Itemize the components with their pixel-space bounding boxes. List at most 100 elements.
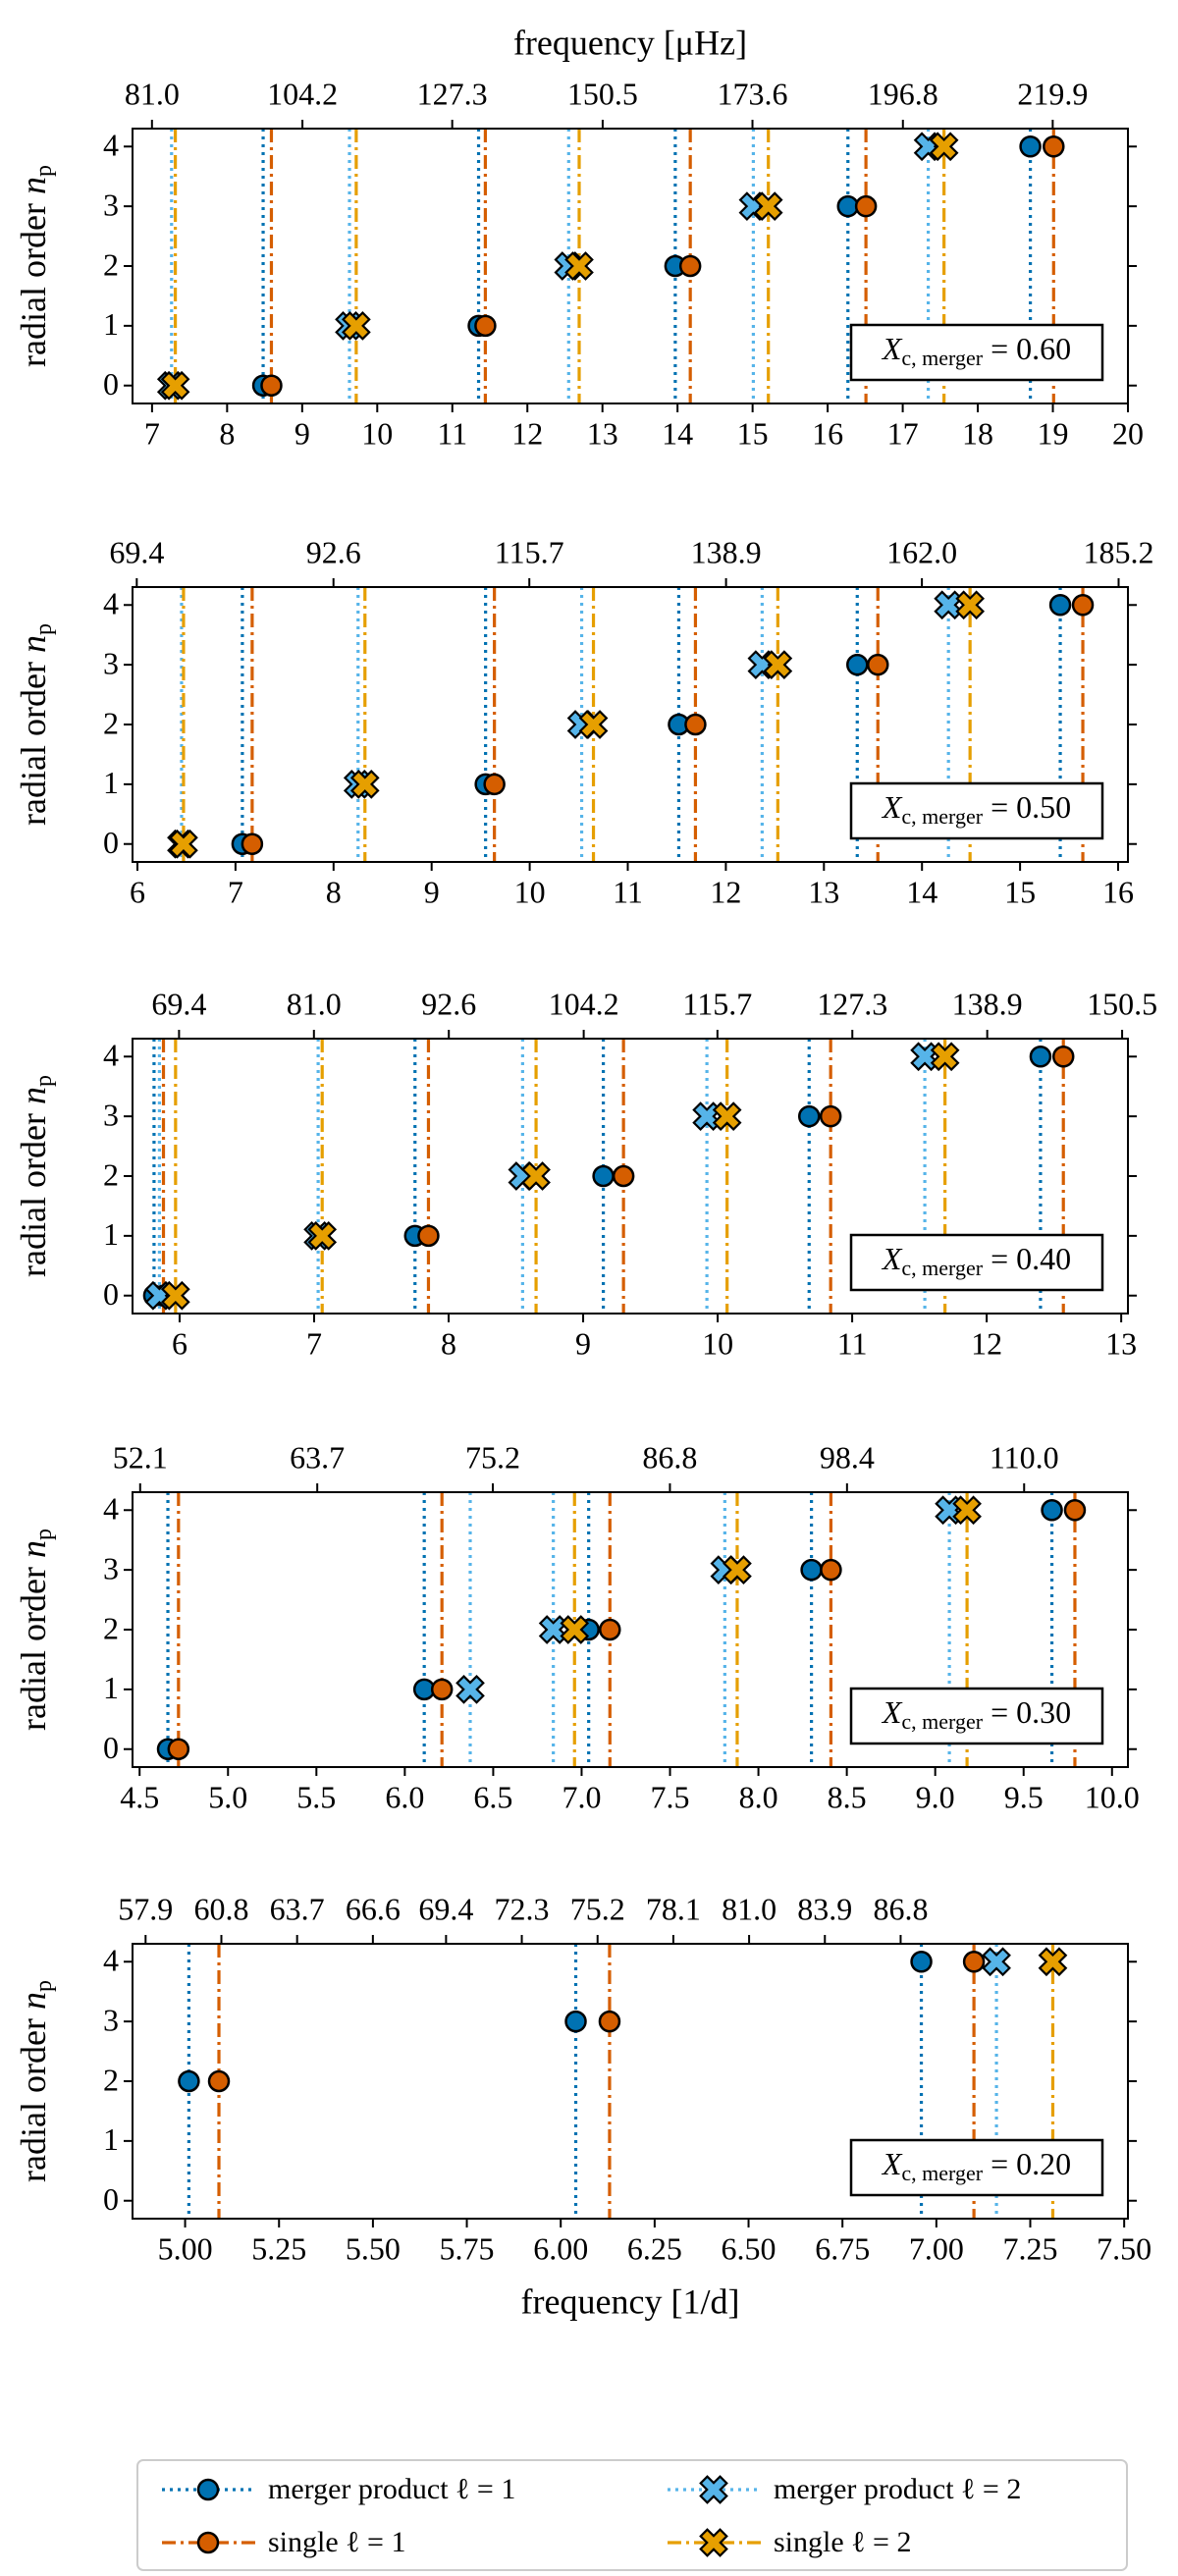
marker-circle	[167, 1738, 190, 1760]
y-axis-label: radial order np	[14, 1529, 56, 1731]
marker-circle	[196, 2531, 220, 2554]
x-tick-label: 7	[306, 1325, 322, 1361]
marker-circle	[196, 2478, 220, 2501]
y-tick-label: 4	[103, 1943, 119, 1978]
x2-tick-label: 78.1	[646, 1891, 701, 1926]
marker-circle	[678, 254, 702, 278]
marker-cross	[955, 590, 986, 620]
x2-tick-label: 86.8	[642, 1439, 697, 1475]
marker-circle	[207, 2069, 231, 2093]
x-tick-label: 17	[887, 415, 919, 451]
annotation-symbol: X	[881, 331, 903, 366]
y-tick-label: 2	[103, 246, 119, 282]
annotation-box	[849, 1687, 1104, 1745]
x-tick-label: 5.0	[208, 1779, 247, 1814]
marker-cross	[560, 1615, 590, 1644]
x2-tick-label: 57.9	[118, 1891, 173, 1926]
x-tick-label: 8	[326, 874, 342, 909]
x2-tick-label: 92.6	[421, 986, 476, 1021]
x2-tick-label: 66.6	[346, 1891, 401, 1926]
marker-cross	[1038, 1947, 1068, 1977]
marker-cross	[160, 1280, 190, 1311]
annotation-subscript: c, merger	[901, 1256, 983, 1280]
x-tick-label: 9.5	[1004, 1779, 1044, 1814]
marker-circle	[564, 2010, 587, 2033]
x-tick-label: 18	[962, 415, 993, 451]
y-tick-label: 3	[103, 645, 119, 680]
x2-tick-label: 52.1	[113, 1439, 168, 1475]
x-tick-label: 5.75	[440, 2230, 495, 2266]
x2-tick-label: 75.2	[570, 1891, 625, 1926]
panel: 0 1 2 3 4 5.00 5.25 5.50 5.75 6.00 6.25 6.50 6.75 7.0…	[14, 1891, 1151, 2321]
annotation-text: = 0.20	[991, 2146, 1071, 2181]
y-label-text: radial order	[14, 662, 53, 826]
marker-cross	[712, 1101, 742, 1131]
marker-cross	[723, 1555, 752, 1584]
x2-tick-label: 63.7	[290, 1439, 345, 1475]
x-tick-label: 9	[294, 415, 310, 451]
x-tick-label: 11	[437, 415, 467, 451]
x2-tick-label: 115.7	[495, 534, 564, 569]
marker-circle	[820, 1558, 842, 1582]
marker-cross	[699, 2475, 728, 2504]
y-axis-label: radial order np	[14, 623, 56, 826]
marker-circle	[1043, 135, 1065, 158]
legend: merger product ℓ = 1 single ℓ = 1 merger p…	[136, 2459, 1128, 2571]
x2-tick-label: 127.3	[817, 986, 887, 1021]
x-tick-label: 7.50	[1097, 2230, 1151, 2266]
y-label-symbol: n	[14, 1992, 53, 2010]
x-tick-label: 10	[514, 874, 546, 909]
x-axis-label: frequency [1/d]	[521, 2281, 740, 2321]
legend-label: single ℓ = 2	[774, 2526, 911, 2558]
x-tick-label: 6.5	[473, 1779, 512, 1814]
x-tick-label: 10.0	[1085, 1779, 1140, 1814]
x-tick-label: 15	[1004, 874, 1036, 909]
x2-tick-label: 127.3	[417, 76, 488, 111]
x2-tick-label: 138.9	[691, 534, 762, 569]
x-tick-label: 5.25	[251, 2230, 306, 2266]
marker-circle	[612, 1164, 635, 1188]
marker-cross	[521, 1161, 551, 1191]
y-tick-label: 4	[103, 1491, 119, 1527]
x2-tick-label: 81.0	[722, 1891, 776, 1926]
x2-tick-label: 150.5	[1087, 986, 1157, 1021]
y-tick-label: 0	[103, 825, 119, 860]
x-tick-label: 6	[130, 874, 145, 909]
x-tick-label: 8.0	[739, 1779, 778, 1814]
marker-circle	[846, 653, 869, 676]
y-tick-label: 0	[103, 2181, 119, 2217]
y-label-symbol: n	[14, 635, 53, 653]
y-tick-label: 1	[103, 2121, 119, 2157]
x2-tick-label: 81.0	[125, 76, 180, 111]
annotation-text: = 0.50	[991, 789, 1071, 825]
x2-tick-label: 69.4	[418, 1891, 473, 1926]
annotation: Xc, merger = 0.20	[881, 2146, 1071, 2185]
annotation-box	[849, 781, 1104, 840]
x2-tick-label: 104.2	[267, 76, 338, 111]
y-label-symbol: n	[14, 177, 53, 194]
y-axis-label: radial order np	[14, 1980, 56, 2182]
annotation: Xc, merger = 0.30	[881, 1694, 1071, 1734]
x2-tick-label: 219.9	[1017, 76, 1088, 111]
y-tick-label: 3	[103, 1550, 119, 1585]
x2-tick-label: 115.7	[682, 986, 752, 1021]
x-tick-label: 20	[1112, 415, 1144, 451]
y-label-subscript: p	[31, 165, 57, 177]
x2-tick-label: 110.0	[990, 1439, 1059, 1475]
marker-circle	[819, 1104, 842, 1128]
y-tick-label: 2	[103, 1156, 119, 1192]
x-tick-label: 5.50	[346, 2230, 401, 2266]
y-tick-label: 0	[103, 366, 119, 402]
x2-tick-label: 69.4	[109, 534, 164, 569]
marker-circle	[599, 1618, 621, 1641]
x-tick-label: 8.5	[828, 1779, 867, 1814]
marker-cross	[934, 590, 964, 620]
x-tick-label: 19	[1038, 415, 1069, 451]
y-tick-label: 2	[103, 1610, 119, 1645]
marker-circle	[483, 773, 506, 796]
marker-cross	[564, 251, 594, 281]
y-tick-label: 1	[103, 1216, 119, 1252]
